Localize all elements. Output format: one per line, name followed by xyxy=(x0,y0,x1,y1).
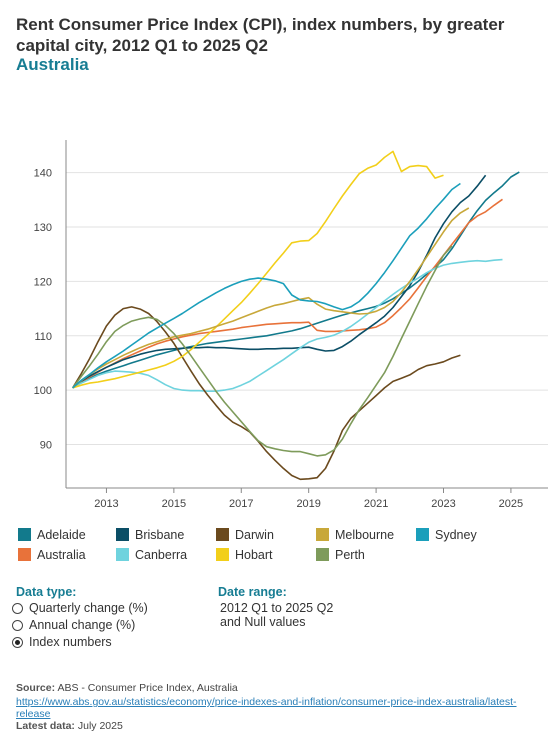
source-link[interactable]: https://www.abs.gov.au/statistics/econom… xyxy=(16,696,517,720)
source-text: ABS - Consumer Price Index, Australia xyxy=(57,682,238,694)
x-tick-label: 2017 xyxy=(229,498,253,510)
legend-swatch xyxy=(416,528,429,541)
y-tick-label: 110 xyxy=(34,331,52,343)
line-chart: 90 100 110 120 130 140 2013 2015 2017 2019 2021 202… xyxy=(34,140,548,510)
legend-label: Sydney xyxy=(435,528,477,542)
series-line-melbourne xyxy=(72,207,470,389)
radio-selected-icon xyxy=(12,637,23,648)
gridlines xyxy=(66,172,548,445)
legend-label: Australia xyxy=(37,548,86,562)
series-line-brisbane xyxy=(72,174,487,389)
legend-item-perth[interactable]: Perth xyxy=(316,548,365,562)
y-tick-label: 90 xyxy=(40,440,52,452)
series-line-hobart xyxy=(72,150,444,389)
radio-icon xyxy=(12,603,23,614)
latest-data-label: Latest data: xyxy=(16,720,75,732)
legend-item-canberra[interactable]: Canberra xyxy=(116,548,187,562)
source-line: Source: ABS - Consumer Price Index, Aust… xyxy=(16,682,238,694)
legend-item-adelaide[interactable]: Adelaide xyxy=(18,528,86,542)
x-tick-label: 2021 xyxy=(364,498,388,510)
series-line-sydney xyxy=(72,182,461,389)
radio-label: Annual change (%) xyxy=(29,618,136,632)
latest-data-line: Latest data: July 2025 xyxy=(16,720,123,732)
legend-label: Darwin xyxy=(235,528,274,542)
radio-annual-change[interactable]: Annual change (%) xyxy=(12,618,135,632)
x-tick-label: 2025 xyxy=(499,498,523,510)
legend-swatch xyxy=(216,548,229,561)
legend-item-australia[interactable]: Australia xyxy=(18,548,86,562)
latest-data-text: July 2025 xyxy=(77,720,123,732)
radio-label: Index numbers xyxy=(29,635,112,649)
series-line-perth xyxy=(72,245,453,457)
legend-swatch xyxy=(116,548,129,561)
legend-label: Adelaide xyxy=(37,528,86,542)
radio-index-numbers[interactable]: Index numbers xyxy=(12,635,112,649)
y-tick-label: 130 xyxy=(34,222,52,234)
legend-swatch xyxy=(316,548,329,561)
date-range-label: Date range: xyxy=(218,585,287,599)
x-tick-label: 2023 xyxy=(431,498,455,510)
chart-title: Rent Consumer Price Index (CPI), index n… xyxy=(16,15,505,55)
series-line-canberra xyxy=(72,258,503,393)
date-range-null-values: and Null values xyxy=(220,615,306,629)
series-line-australia xyxy=(72,198,503,389)
legend-item-hobart[interactable]: Hobart xyxy=(216,548,273,562)
source-label: Source: xyxy=(16,682,56,694)
radio-quarterly-change[interactable]: Quarterly change (%) xyxy=(12,601,148,615)
legend-swatch xyxy=(216,528,229,541)
legend-swatch xyxy=(116,528,129,541)
chart-subtitle: Australia xyxy=(16,55,89,74)
legend-item-melbourne[interactable]: Melbourne xyxy=(316,528,394,542)
series-line-darwin xyxy=(72,306,461,481)
legend-swatch xyxy=(18,548,31,561)
axes: 90 100 110 120 130 140 2013 2015 2017 2019 2021 202… xyxy=(34,140,548,510)
radio-label: Quarterly change (%) xyxy=(29,601,148,615)
x-tick-label: 2015 xyxy=(162,498,186,510)
y-tick-label: 100 xyxy=(34,385,52,397)
date-range-value: 2012 Q1 to 2025 Q2 xyxy=(220,601,334,615)
legend-label: Canberra xyxy=(135,548,188,562)
legend-label: Brisbane xyxy=(135,528,185,542)
legend-label: Melbourne xyxy=(335,528,395,542)
legend-label: Perth xyxy=(335,548,365,562)
series-lines xyxy=(72,150,520,481)
legend-item-sydney[interactable]: Sydney xyxy=(416,528,477,542)
legend-swatch xyxy=(18,528,31,541)
legend-swatch xyxy=(316,528,329,541)
series-line-adelaide xyxy=(72,171,520,389)
data-type-label: Data type: xyxy=(16,585,77,599)
y-tick-label: 120 xyxy=(34,276,52,288)
x-tick-label: 2019 xyxy=(296,498,320,510)
x-tick-label: 2013 xyxy=(94,498,118,510)
legend-item-brisbane[interactable]: Brisbane xyxy=(116,528,184,542)
y-tick-label: 140 xyxy=(34,168,52,180)
legend-item-darwin[interactable]: Darwin xyxy=(216,528,274,542)
legend-label: Hobart xyxy=(235,548,273,562)
radio-icon xyxy=(12,620,23,631)
